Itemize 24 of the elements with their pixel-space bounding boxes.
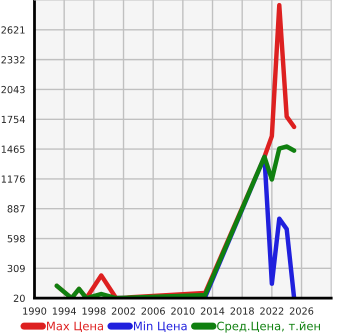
y-tick-label: 598 xyxy=(8,235,25,242)
legend-label: Min Цена xyxy=(134,321,187,332)
y-tick-label: 2332 xyxy=(1,56,24,64)
y-tick-label: 2043 xyxy=(1,86,25,94)
x-tick-label: 2014 xyxy=(200,307,224,315)
y-tick-label: 887 xyxy=(8,205,25,213)
legend-label: Max Цена xyxy=(47,322,103,332)
x-tick-label: 1994 xyxy=(52,307,76,315)
x-tick-label: 2002 xyxy=(112,307,135,315)
x-tick-label: 2022 xyxy=(260,307,284,315)
y-tick-label: 2621 xyxy=(1,26,25,34)
x-tick-label: 1998 xyxy=(82,307,106,315)
x-tick-label: 2018 xyxy=(230,307,254,315)
y-tick-label: 1465 xyxy=(2,146,25,153)
y-tick-label: 309 xyxy=(8,264,25,272)
x-tick-label: 2006 xyxy=(142,307,165,315)
line-series xyxy=(54,144,296,298)
y-tick-label: 1176 xyxy=(2,175,25,183)
x-tick-label: 2010 xyxy=(171,307,195,315)
x-tick-label: 1990 xyxy=(23,307,46,315)
y-tick-label: 1754 xyxy=(2,116,25,124)
y-tick-label: 20 xyxy=(14,294,25,302)
x-tick-label: 2026 xyxy=(290,307,314,315)
legend-label: Сред.Цена, т.йен xyxy=(217,321,320,333)
